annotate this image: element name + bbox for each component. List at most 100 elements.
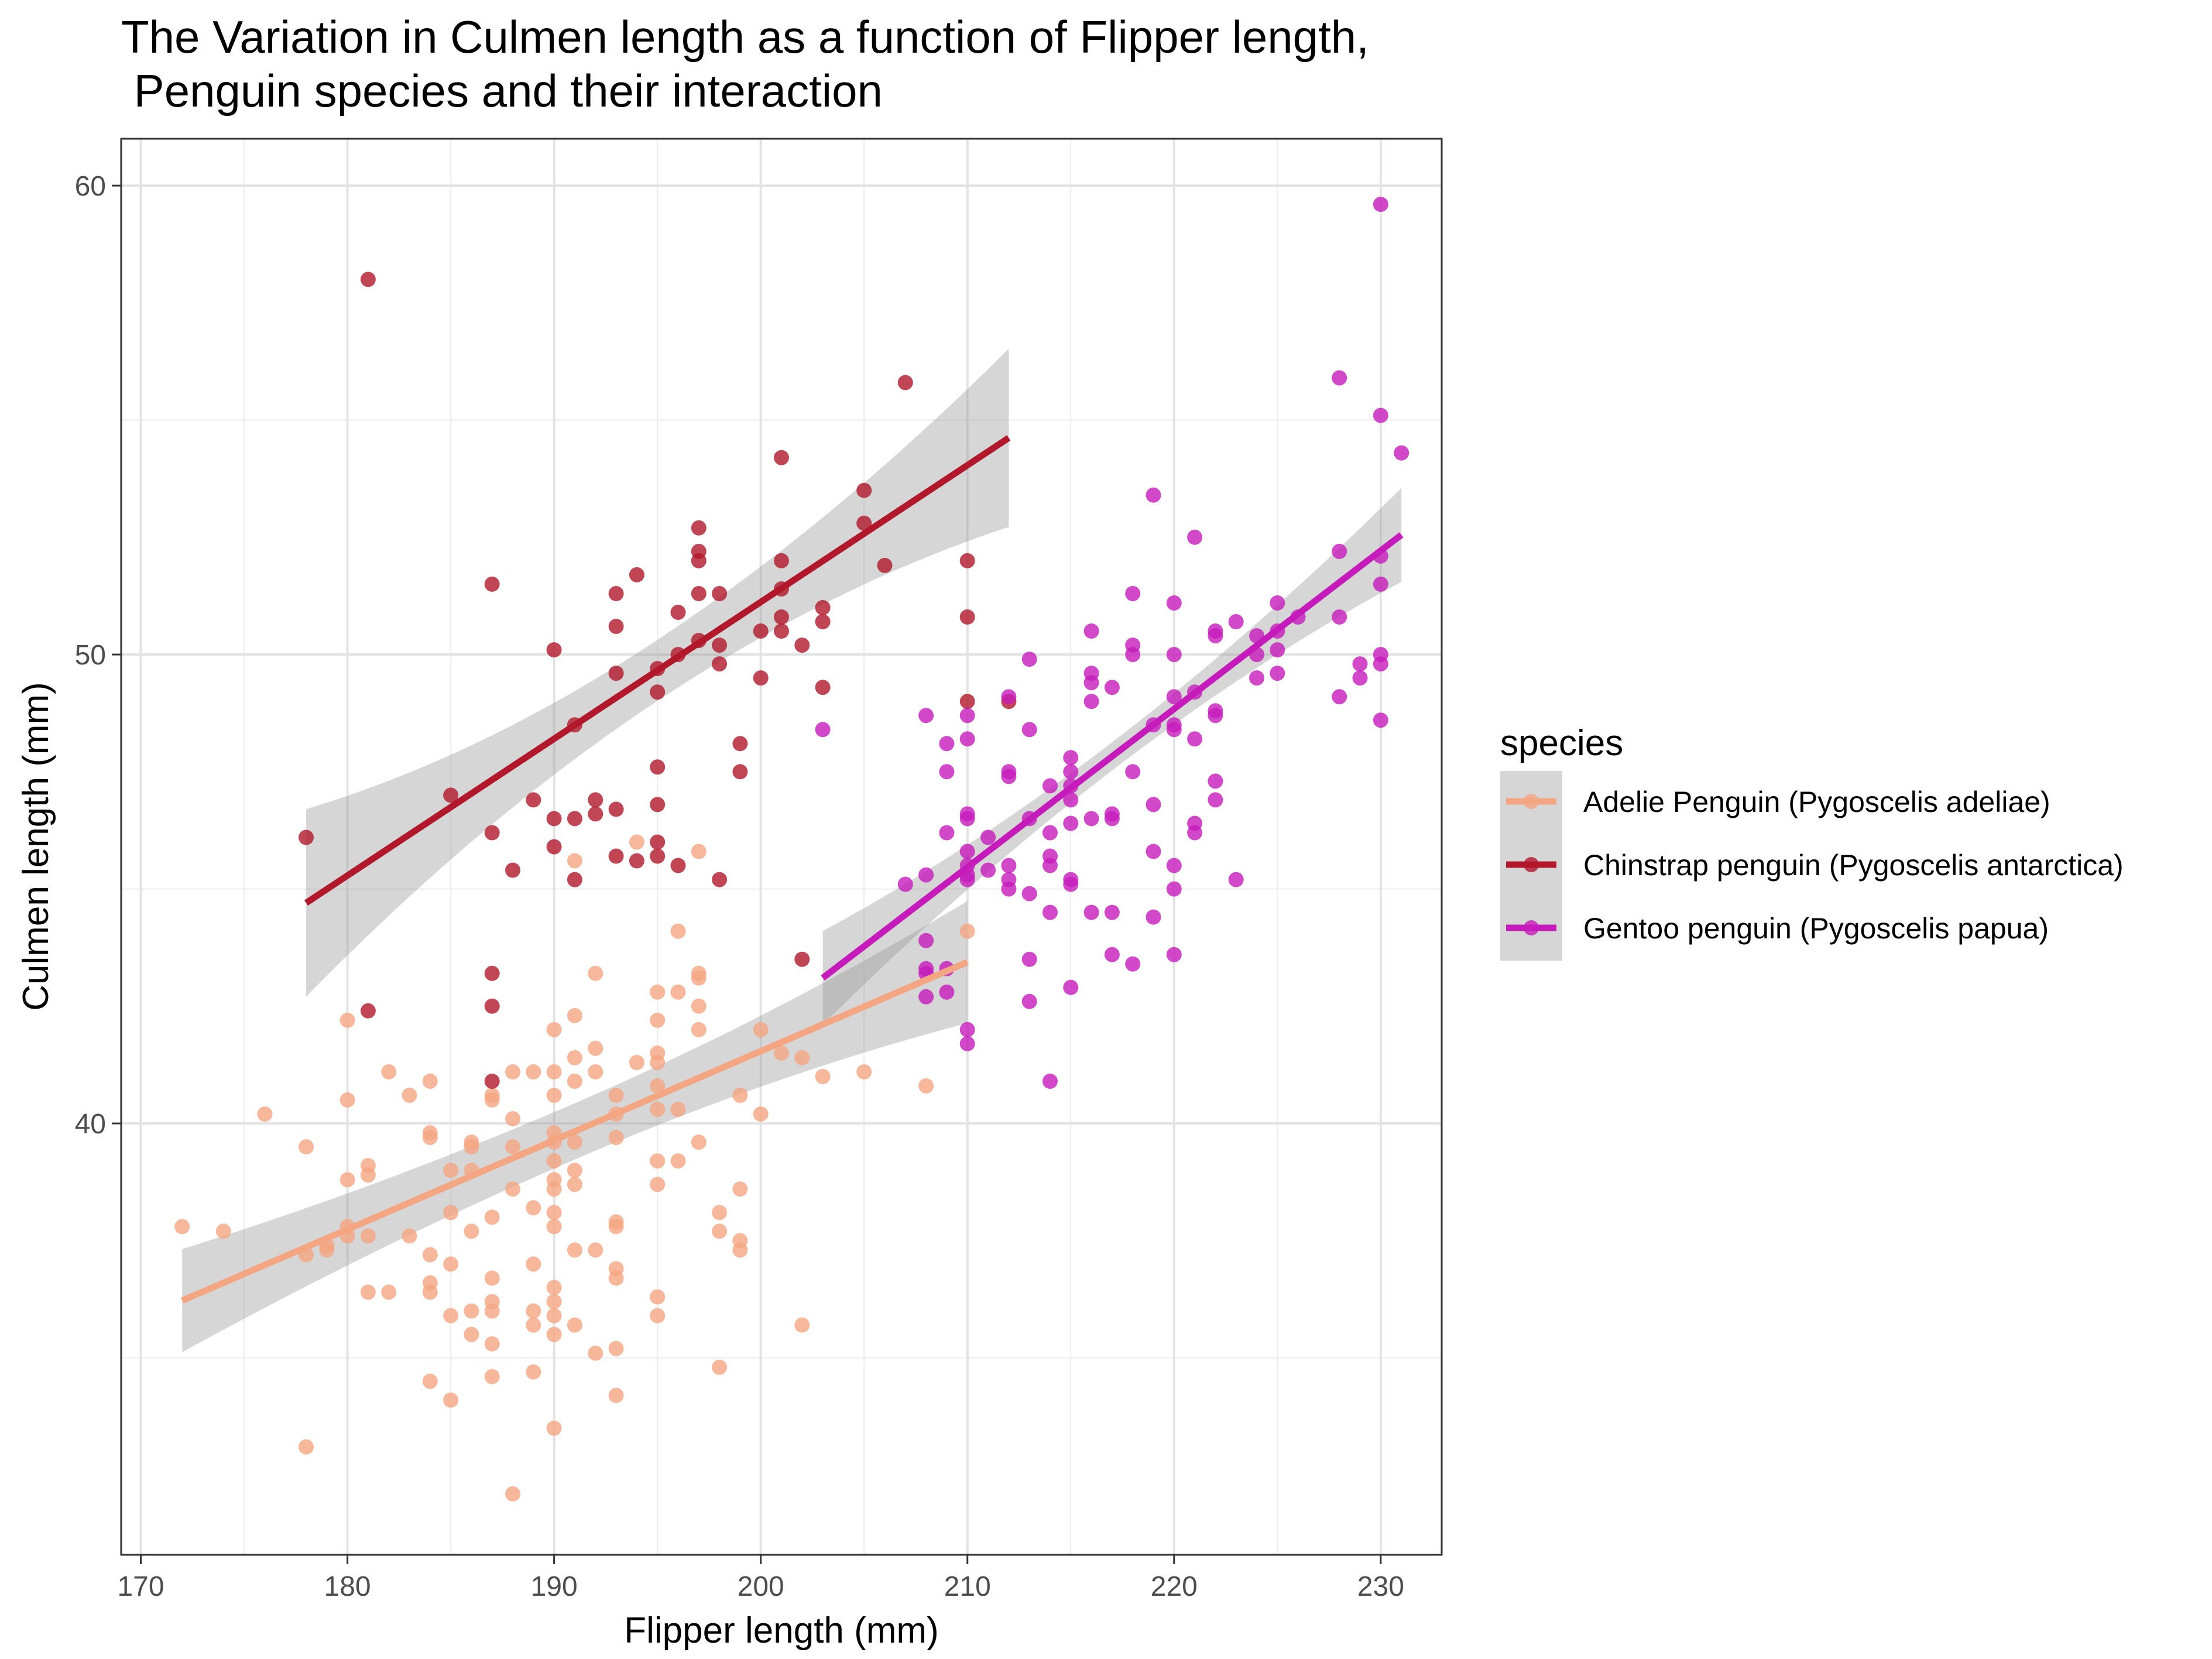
data-point — [1146, 844, 1161, 859]
data-point — [691, 553, 707, 568]
data-point — [1063, 750, 1079, 766]
data-point — [546, 1219, 562, 1235]
data-point — [360, 1228, 376, 1244]
data-point — [939, 825, 955, 841]
data-point — [1083, 623, 1099, 639]
data-point — [174, 1219, 190, 1235]
data-point — [959, 923, 975, 939]
data-point — [650, 834, 666, 850]
data-point — [588, 1064, 603, 1079]
data-point — [670, 984, 686, 1000]
data-point — [608, 801, 624, 817]
data-point — [1187, 731, 1203, 747]
data-point — [959, 708, 975, 724]
data-point — [774, 553, 789, 568]
data-point — [732, 1088, 748, 1103]
data-point — [546, 1088, 562, 1103]
data-point — [918, 989, 934, 1005]
data-point — [339, 1012, 355, 1028]
data-point — [360, 1167, 376, 1183]
legend-key-point — [1524, 920, 1539, 935]
data-point — [774, 1045, 789, 1061]
data-point — [422, 1373, 438, 1389]
data-point — [650, 1289, 666, 1305]
data-point — [567, 1007, 582, 1023]
data-point — [1104, 680, 1120, 695]
data-point — [629, 834, 644, 850]
data-point — [299, 829, 314, 845]
data-point — [1228, 872, 1244, 887]
data-point — [1021, 652, 1037, 667]
data-point — [546, 1294, 562, 1310]
x-tick-label: 210 — [944, 1571, 991, 1602]
data-point — [794, 951, 810, 967]
data-point — [629, 567, 644, 582]
data-point — [1332, 689, 1347, 705]
data-point — [422, 1130, 438, 1146]
data-point — [774, 609, 789, 625]
data-point — [1166, 881, 1182, 897]
data-point — [650, 684, 666, 700]
data-point — [360, 1003, 376, 1019]
data-point — [1063, 792, 1079, 808]
data-point — [608, 619, 624, 634]
chart-title-line1: The Variation in Culmen length as a func… — [121, 11, 1369, 63]
data-point — [918, 933, 934, 948]
data-point — [815, 722, 831, 738]
data-point — [959, 609, 975, 625]
data-point — [753, 1022, 769, 1037]
data-point — [650, 1078, 666, 1094]
data-point — [691, 1022, 707, 1037]
data-point — [939, 736, 955, 752]
data-point — [546, 1308, 562, 1324]
data-point — [959, 844, 975, 859]
data-point — [712, 1359, 728, 1375]
data-point — [505, 1064, 520, 1079]
data-point — [650, 1308, 666, 1324]
data-point — [1083, 694, 1099, 709]
data-point — [712, 637, 728, 653]
y-tick-label: 50 — [75, 640, 106, 671]
data-point — [567, 1134, 582, 1150]
y-tick-label: 40 — [75, 1109, 106, 1140]
data-point — [774, 623, 789, 639]
data-point — [567, 1242, 582, 1258]
data-point — [526, 1364, 541, 1380]
data-point — [959, 872, 975, 887]
legend: species Adelie Penguin (Pygoscelis adeli… — [1500, 723, 2124, 961]
data-point — [1332, 609, 1347, 625]
data-point — [608, 1341, 624, 1356]
data-point — [422, 1247, 438, 1263]
data-point — [815, 1069, 831, 1084]
data-point — [959, 553, 975, 568]
data-point — [546, 1280, 562, 1295]
data-point — [1063, 979, 1079, 995]
regression-line — [304, 435, 1011, 906]
data-point — [691, 844, 707, 859]
regression-line — [180, 959, 969, 1304]
data-point — [1249, 670, 1264, 686]
data-point — [959, 811, 975, 827]
data-point — [567, 872, 582, 887]
data-point — [670, 1153, 686, 1169]
data-point — [505, 1486, 520, 1502]
data-point — [1146, 797, 1161, 813]
data-point — [588, 965, 603, 981]
data-point — [732, 736, 748, 752]
data-point — [608, 1130, 624, 1146]
data-point — [1021, 722, 1037, 738]
data-point — [484, 1270, 500, 1286]
data-point — [546, 1064, 562, 1079]
data-point — [1187, 529, 1203, 545]
data-point — [505, 1111, 520, 1127]
data-point — [381, 1284, 397, 1300]
data-point — [443, 787, 459, 803]
data-point — [959, 694, 975, 709]
data-point — [794, 1317, 810, 1333]
data-point — [980, 829, 996, 845]
data-point — [1063, 876, 1079, 892]
data-point — [215, 1223, 231, 1239]
data-point — [1270, 595, 1285, 611]
data-point — [670, 923, 686, 939]
data-point — [360, 272, 376, 287]
